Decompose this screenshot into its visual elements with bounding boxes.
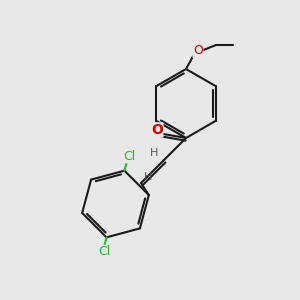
Text: H: H	[150, 148, 159, 158]
Text: O: O	[193, 44, 203, 58]
Text: Cl: Cl	[98, 245, 111, 258]
Text: O: O	[151, 123, 163, 137]
Text: H: H	[144, 172, 153, 182]
Text: Cl: Cl	[123, 150, 136, 163]
